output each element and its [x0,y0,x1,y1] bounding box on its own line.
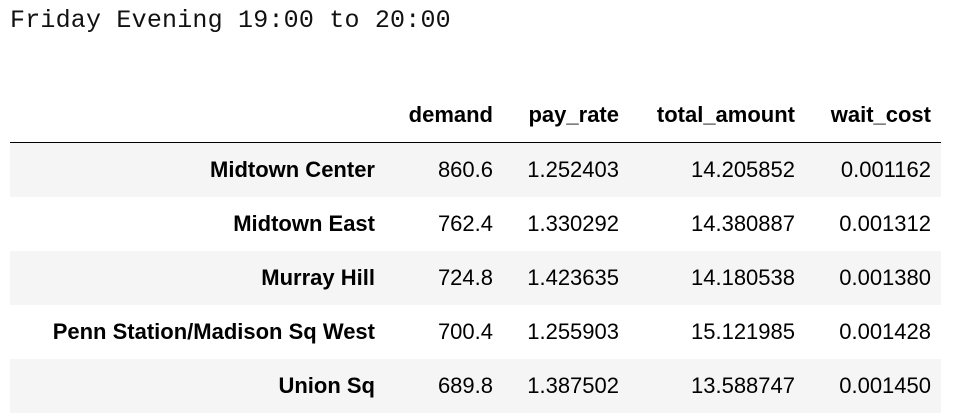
cell-total-amount: 13.588747 [691,372,795,398]
cell-demand: 689.8 [437,372,493,398]
cell-pay-rate: 1.387502 [527,372,619,398]
dataframe-table: demand pay_rate total_amount wait_cost M… [10,88,941,413]
column-header-wait-cost: wait_cost [830,102,931,127]
cell-pay-rate: 1.330292 [527,210,619,236]
index-header [10,88,385,143]
table-row: Murray Hill 724.8 1.423635 14.180538 0.0… [10,250,941,305]
cell-total-amount: 14.205852 [691,156,795,182]
cell-wait-cost: 0.001380 [839,264,931,290]
cell-pay-rate: 1.252403 [527,156,619,182]
table-row: Penn Station/Madison Sq West 700.4 1.255… [10,305,941,359]
cell-wait-cost: 0.001428 [839,318,931,344]
cell-wait-cost: 0.001312 [839,210,931,236]
cell-total-amount: 14.180538 [691,264,795,290]
table-row: Midtown East 762.4 1.330292 14.380887 0.… [10,197,941,251]
table-row: Union Sq 689.8 1.387502 13.588747 0.0014… [10,358,941,413]
column-header-demand: demand [408,102,493,127]
cell-demand: 762.4 [437,210,493,236]
cell-pay-rate: 1.255903 [527,318,619,344]
row-index-label: Murray Hill [261,264,375,290]
cell-demand: 724.8 [437,264,493,290]
cell-wait-cost: 0.001450 [839,372,931,398]
cell-demand: 700.4 [437,318,493,344]
column-header-total-amount: total_amount [656,102,795,127]
row-index-label: Penn Station/Madison Sq West [52,318,375,344]
row-index-label: Union Sq [278,372,375,398]
cell-wait-cost: 0.001162 [840,156,931,182]
row-index-label: Midtown Center [210,156,375,182]
dataframe-table-container: demand pay_rate total_amount wait_cost M… [10,88,941,413]
column-header-pay-rate: pay_rate [528,102,619,127]
cell-total-amount: 15.121985 [691,318,795,344]
table-header: demand pay_rate total_amount wait_cost [10,88,941,143]
cell-pay-rate: 1.423635 [527,264,619,290]
output-caption: Friday Evening 19:00 to 20:00 [10,6,451,35]
cell-demand: 860.6 [437,156,493,182]
header-row: demand pay_rate total_amount wait_cost [10,88,941,143]
table-row: Midtown Center 860.6 1.252403 14.205852 … [10,142,941,197]
cell-total-amount: 14.380887 [691,210,795,236]
row-index-label: Midtown East [233,210,375,236]
table-body: Midtown Center 860.6 1.252403 14.205852 … [10,142,941,413]
